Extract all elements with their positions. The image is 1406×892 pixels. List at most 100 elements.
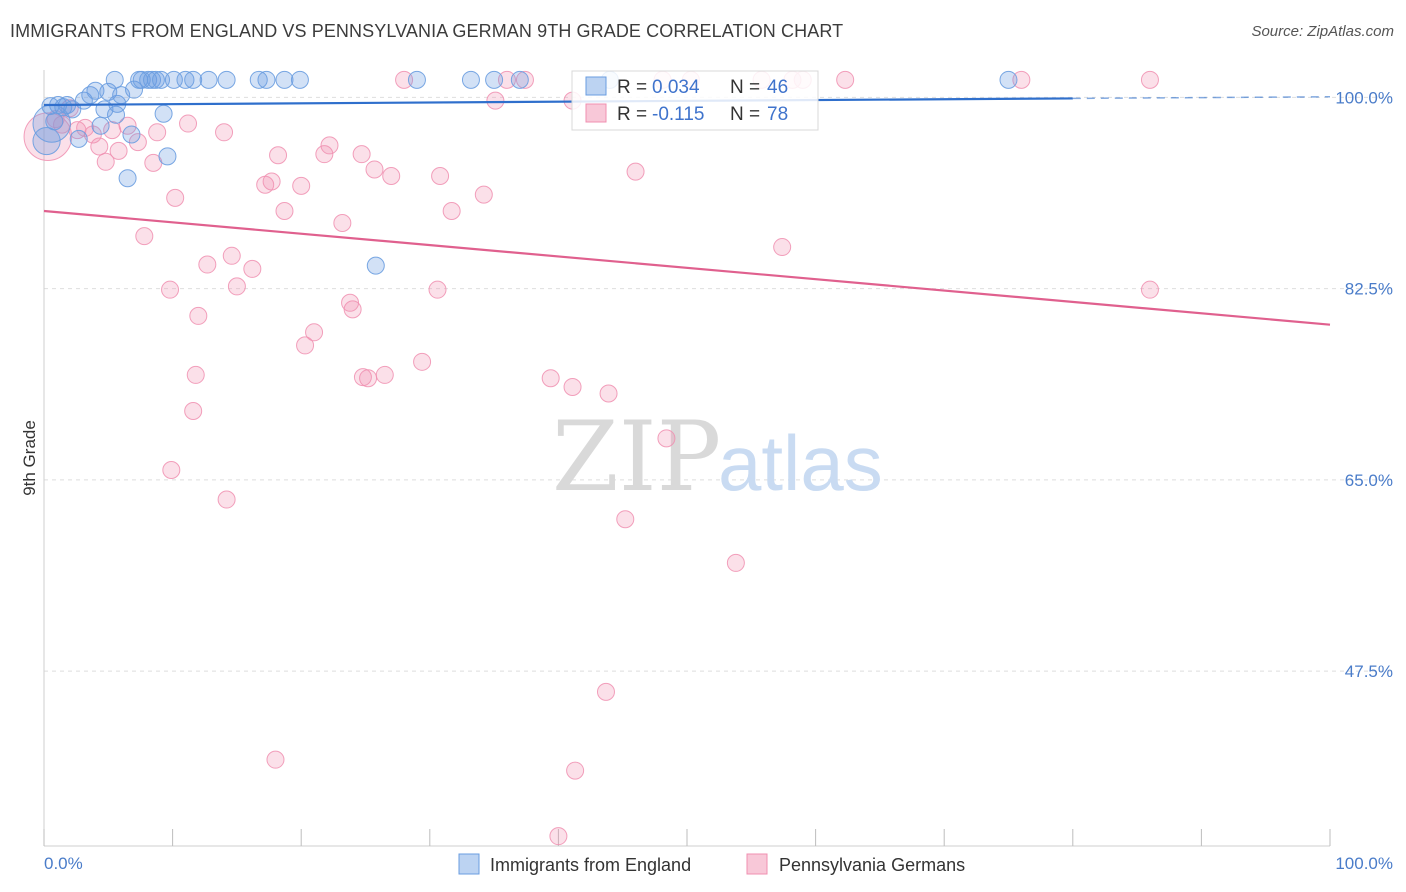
pa-german-point bbox=[773, 238, 792, 257]
england-point bbox=[146, 70, 165, 89]
england-point bbox=[199, 70, 218, 89]
pa-german-point bbox=[353, 368, 372, 387]
england-point bbox=[217, 70, 236, 89]
pa-german-point bbox=[292, 176, 311, 195]
pa-german-point bbox=[315, 145, 334, 164]
england-trend-extension bbox=[1072, 96, 1331, 100]
england-point bbox=[485, 70, 504, 89]
pa-german-point bbox=[96, 152, 115, 171]
stats-swatch-england bbox=[585, 76, 607, 96]
pa-german-point bbox=[626, 162, 645, 181]
pa-german-point bbox=[275, 201, 294, 220]
pa-german-point bbox=[118, 116, 137, 135]
pa-german-point bbox=[497, 70, 516, 89]
pa-german-point bbox=[162, 461, 181, 480]
pa-german-point bbox=[148, 123, 167, 142]
england-point bbox=[143, 70, 162, 89]
y-tick-label: 82.5% bbox=[1345, 280, 1393, 299]
stats-box-frame bbox=[571, 70, 819, 131]
pa-german-point bbox=[184, 402, 203, 421]
england-point bbox=[69, 129, 88, 148]
pa-german-point bbox=[296, 336, 315, 355]
england-point bbox=[105, 70, 124, 89]
legend-label-england: Immigrants from England bbox=[490, 855, 691, 875]
pa-german-point bbox=[1140, 70, 1159, 89]
trend-lines bbox=[43, 96, 1331, 326]
watermark-atlas: atlas bbox=[718, 419, 883, 507]
pa-german-point bbox=[343, 300, 362, 319]
stats-n-value-england: 46 bbox=[767, 77, 788, 98]
england-point bbox=[366, 256, 385, 275]
pa-german-point bbox=[359, 369, 378, 388]
pa-german-point bbox=[222, 246, 241, 265]
england-point bbox=[91, 116, 110, 135]
stats-n-label-england: N = bbox=[730, 77, 760, 98]
stats-n-value-pa-german: 78 bbox=[767, 104, 788, 125]
pa-german-point bbox=[616, 510, 635, 529]
england-point bbox=[461, 70, 480, 89]
pa-german-point bbox=[1012, 70, 1031, 89]
england-point bbox=[275, 70, 294, 89]
pa-german-point bbox=[541, 369, 560, 388]
x-ticks bbox=[43, 829, 1331, 846]
pa-german-point bbox=[474, 185, 493, 204]
england-point bbox=[154, 104, 173, 123]
pa-german-point bbox=[599, 384, 618, 403]
stats-n-label-pa-german: N = bbox=[730, 104, 760, 125]
legend: Immigrants from England Pennsylvania Ger… bbox=[458, 853, 965, 875]
stats-box: R = 0.034 N = 46 R = -0.115 N = 78 bbox=[571, 70, 819, 131]
legend-swatch-pa-german bbox=[746, 853, 768, 875]
watermark-zip: ZIP bbox=[552, 401, 721, 513]
pa-german-point bbox=[596, 682, 615, 701]
pa-german-point bbox=[305, 323, 324, 342]
england-point bbox=[152, 70, 171, 89]
pa-german-point bbox=[128, 133, 147, 152]
pa-german-point bbox=[836, 70, 855, 89]
pa-german-point bbox=[166, 188, 185, 207]
england-trend-line bbox=[43, 97, 1073, 107]
pa-german-point bbox=[198, 255, 217, 274]
x-tick-label-max: 100.0% bbox=[1335, 854, 1393, 873]
pa-german-point bbox=[266, 750, 285, 769]
watermark: ZIP atlas bbox=[552, 401, 883, 513]
pa-german-point bbox=[382, 167, 401, 186]
pa-german-point bbox=[365, 160, 384, 179]
y-tick-labels: 100.0% 82.5% 65.0% 47.5% bbox=[1335, 88, 1393, 681]
england-point bbox=[125, 80, 144, 99]
pa-german-point bbox=[515, 70, 534, 89]
england-point bbox=[132, 70, 151, 89]
x-tick-label-min: 0.0% bbox=[44, 854, 83, 873]
england-point bbox=[999, 70, 1018, 89]
pa-german-point bbox=[161, 280, 180, 299]
pa-german-point bbox=[90, 137, 109, 156]
y-axis-label: 9th Grade bbox=[20, 420, 39, 496]
england-point bbox=[290, 70, 309, 89]
england-point bbox=[407, 70, 426, 89]
england-point bbox=[158, 147, 177, 166]
pa-german-point bbox=[431, 167, 450, 186]
stats-r-label-pa-german: R = bbox=[617, 104, 647, 125]
pa-german-point bbox=[179, 114, 198, 133]
pa-german-point bbox=[657, 429, 676, 448]
pa-german-point bbox=[486, 91, 505, 110]
pa-german-point bbox=[375, 365, 394, 384]
england-point bbox=[122, 125, 141, 144]
pa-german-point bbox=[186, 365, 205, 384]
england-point bbox=[257, 70, 276, 89]
chart-title: IMMIGRANTS FROM ENGLAND VS PENNSYLVANIA … bbox=[10, 21, 844, 41]
england-point bbox=[510, 70, 529, 89]
pa-german-point bbox=[726, 553, 745, 572]
legend-label-pa-german: Pennsylvania Germans bbox=[779, 855, 965, 875]
pa-german-point bbox=[352, 145, 371, 164]
pa-german-point bbox=[413, 352, 432, 371]
pa-german-point bbox=[243, 259, 262, 278]
pa-german-point bbox=[109, 141, 128, 160]
stats-r-value-england: 0.034 bbox=[652, 77, 700, 98]
england-point bbox=[86, 81, 105, 100]
england-point bbox=[249, 70, 268, 89]
pa-german-point bbox=[395, 70, 414, 89]
stats-r-value-pa-german: -0.115 bbox=[652, 104, 704, 125]
england-point bbox=[184, 70, 203, 89]
pa-german-point bbox=[189, 306, 208, 325]
